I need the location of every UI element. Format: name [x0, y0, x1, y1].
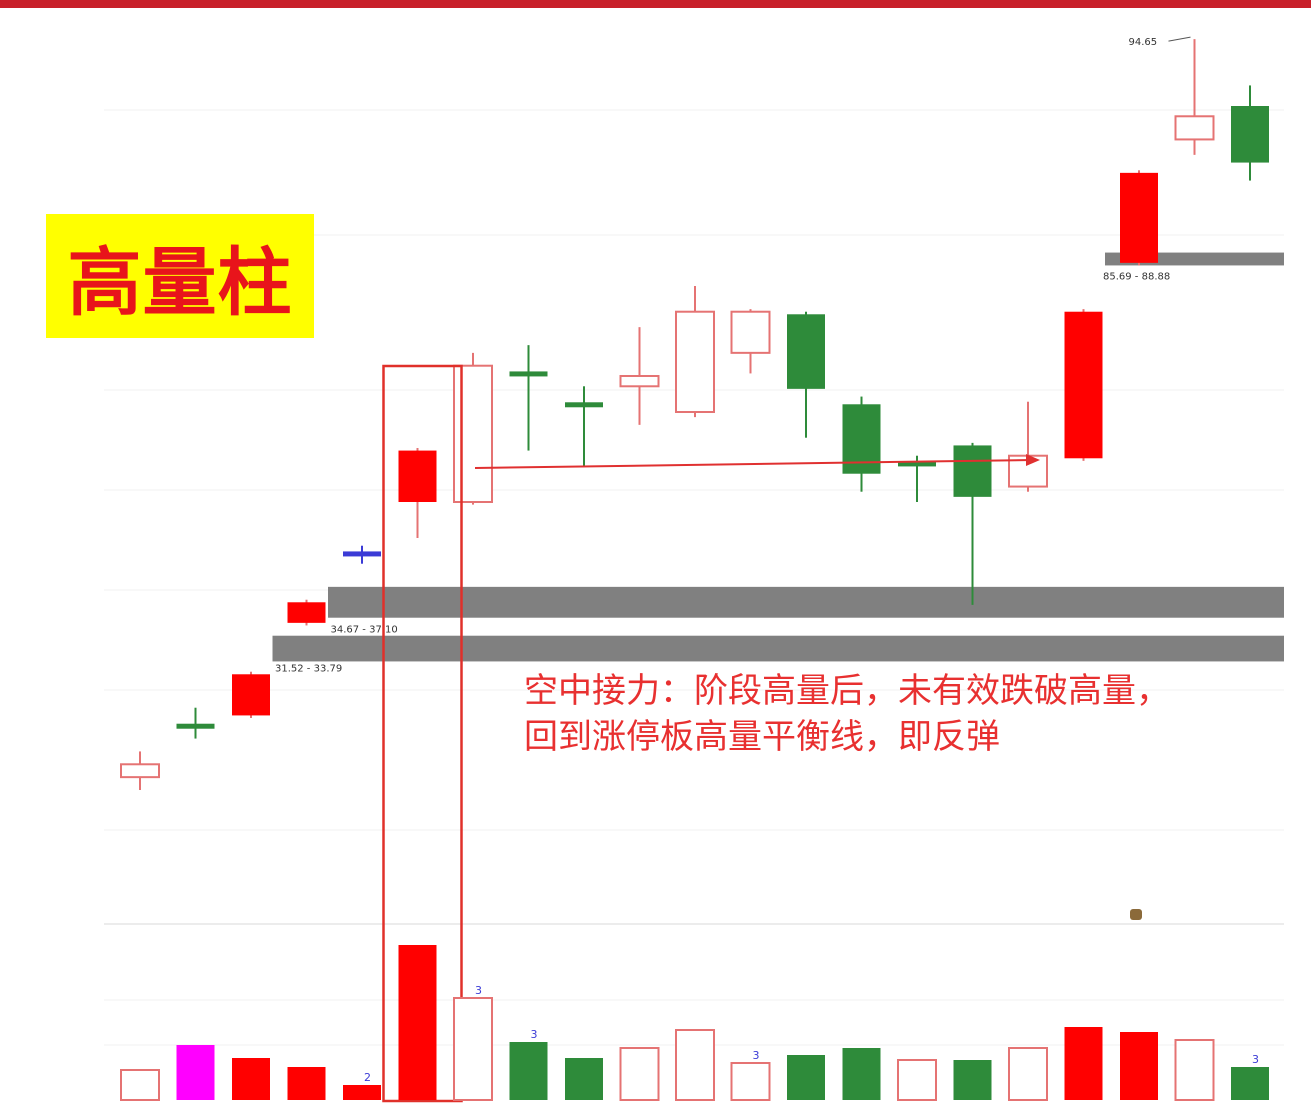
volume-mark: 3 [1252, 1053, 1259, 1066]
chart-title: 高量柱 [67, 239, 293, 326]
candle-body [565, 402, 603, 408]
candle-body [287, 602, 326, 623]
trend-arrow-line [474, 459, 1033, 469]
high-volume-highlight-box [382, 364, 463, 1103]
volume-bar [287, 1067, 326, 1100]
volume-bar [1231, 1067, 1269, 1100]
volume-bar [1174, 1039, 1215, 1101]
volume-bar [232, 1058, 270, 1100]
candle-body [1174, 115, 1215, 141]
candle-body [898, 461, 936, 467]
volume-bar [675, 1029, 715, 1101]
candle-body [1231, 106, 1269, 163]
high-price-label: 94.65 [1129, 37, 1158, 48]
volume-bar [176, 1045, 215, 1100]
candle-body [1120, 172, 1158, 263]
volume-bar [453, 997, 493, 1101]
candle-body [1064, 311, 1103, 459]
support-zone-0 [272, 635, 1284, 662]
price-level-label: 85.69 - 88.88 [1103, 271, 1170, 282]
volume-bar [897, 1059, 937, 1101]
support-zone-1 [328, 586, 1284, 618]
volume-mark: 3 [531, 1028, 538, 1041]
volume-bar [787, 1055, 825, 1100]
title-badge: 高量柱 [46, 214, 314, 338]
candle-body [953, 445, 992, 497]
volume-bar [398, 945, 437, 1100]
price-level-label: 34.67 - 37.10 [331, 624, 398, 635]
volume-bar [1008, 1047, 1048, 1101]
volume-mark: 3 [475, 984, 482, 997]
volume-bar [953, 1060, 992, 1100]
volume-mark: 3 [753, 1049, 760, 1062]
annotation-text: 空中接力：阶段高量后，未有效跌破高量，回到涨停板高量平衡线，即反弹 [524, 671, 1170, 757]
candle-body [232, 674, 270, 716]
volume-bar [619, 1047, 660, 1101]
trend-arrow-head [1026, 454, 1040, 466]
candle-body [787, 314, 825, 389]
volume-bar [842, 1048, 881, 1100]
candle-body [453, 364, 493, 504]
volume-bar [730, 1062, 771, 1101]
candle-body [176, 723, 215, 729]
top-border-bar [0, 0, 1311, 8]
volume-bar [1064, 1027, 1103, 1100]
marker-dot [1130, 909, 1142, 920]
candle-body [730, 310, 771, 354]
candle-body [509, 371, 548, 377]
volume-bar [120, 1069, 160, 1101]
candle-body [398, 450, 437, 502]
volume-bar [343, 1085, 381, 1100]
volume-bar [509, 1042, 548, 1100]
price-level-label: 31.52 - 33.79 [275, 664, 342, 675]
volume-bar [565, 1058, 603, 1100]
volume-mark: 2 [364, 1071, 371, 1084]
candle-body [343, 551, 381, 557]
candle-body [675, 310, 715, 414]
candle-body [120, 763, 160, 779]
volume-bar [1120, 1032, 1158, 1100]
candle-body [619, 375, 660, 388]
high-price-pointer [1168, 36, 1191, 42]
